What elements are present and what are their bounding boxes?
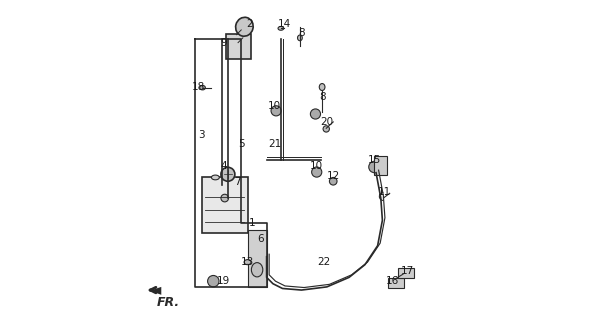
Ellipse shape xyxy=(297,35,302,41)
Circle shape xyxy=(329,178,337,185)
Text: 12: 12 xyxy=(327,171,340,181)
Text: 13: 13 xyxy=(241,257,254,267)
Text: 22: 22 xyxy=(317,257,330,267)
Text: 14: 14 xyxy=(277,19,291,28)
Text: 17: 17 xyxy=(400,266,414,276)
Circle shape xyxy=(271,106,281,116)
Text: 21: 21 xyxy=(268,139,281,149)
Polygon shape xyxy=(150,287,161,295)
FancyBboxPatch shape xyxy=(226,34,251,59)
FancyBboxPatch shape xyxy=(398,268,414,278)
FancyBboxPatch shape xyxy=(373,156,387,175)
Text: 6: 6 xyxy=(257,234,264,244)
Ellipse shape xyxy=(319,84,325,91)
Text: 4: 4 xyxy=(221,161,227,171)
Text: 15: 15 xyxy=(368,155,381,165)
Circle shape xyxy=(369,161,380,173)
Circle shape xyxy=(221,167,235,181)
Text: FR.: FR. xyxy=(157,296,180,309)
Text: 19: 19 xyxy=(216,276,230,285)
Bar xyxy=(248,230,267,287)
Text: 1: 1 xyxy=(249,219,256,228)
Text: 10: 10 xyxy=(310,161,323,171)
Ellipse shape xyxy=(244,260,251,265)
Ellipse shape xyxy=(212,175,219,180)
Text: 5: 5 xyxy=(238,139,245,149)
Text: 7: 7 xyxy=(234,177,241,187)
Text: 9: 9 xyxy=(221,38,227,48)
Text: 18: 18 xyxy=(192,82,205,92)
Text: 11: 11 xyxy=(377,187,391,197)
Text: 8: 8 xyxy=(319,92,326,101)
Circle shape xyxy=(312,167,322,177)
Ellipse shape xyxy=(251,263,263,277)
Ellipse shape xyxy=(200,85,206,90)
Circle shape xyxy=(323,126,329,132)
Text: 20: 20 xyxy=(320,117,333,127)
Text: 8: 8 xyxy=(298,28,305,38)
Ellipse shape xyxy=(236,17,253,36)
Text: 16: 16 xyxy=(387,276,399,285)
Circle shape xyxy=(207,276,219,287)
Text: 2: 2 xyxy=(246,19,253,28)
Text: 3: 3 xyxy=(198,130,205,140)
Circle shape xyxy=(311,109,321,119)
Circle shape xyxy=(221,194,229,202)
FancyBboxPatch shape xyxy=(388,278,404,288)
Text: 10: 10 xyxy=(268,101,281,111)
Ellipse shape xyxy=(278,27,284,30)
Bar xyxy=(201,178,248,233)
